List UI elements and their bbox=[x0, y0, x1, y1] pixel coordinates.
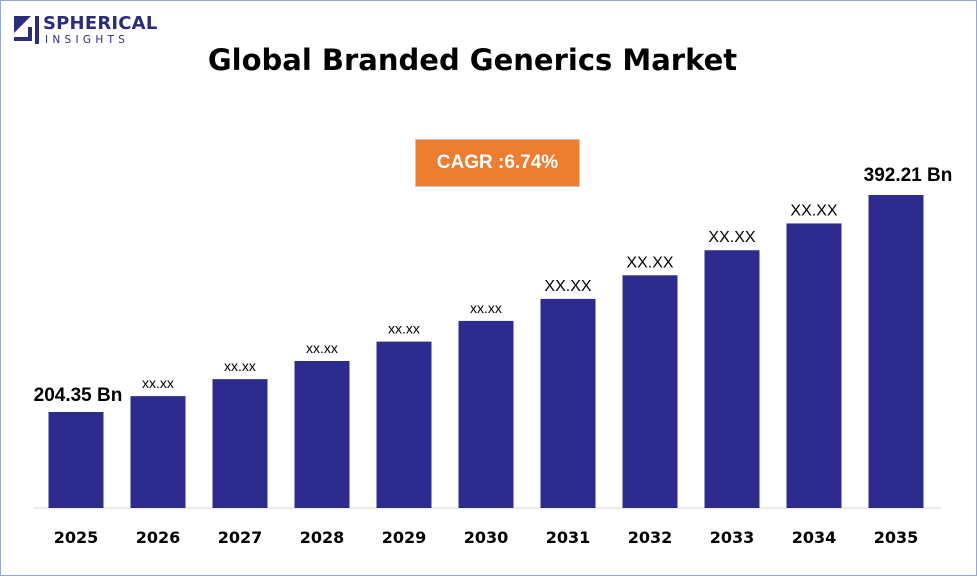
x-tick-label-2030: 2030 bbox=[464, 528, 509, 547]
bar-2029 bbox=[376, 341, 432, 508]
bar-2030 bbox=[458, 320, 514, 508]
bar-2032 bbox=[622, 275, 678, 508]
bar-2028 bbox=[294, 361, 350, 508]
bar-2035 bbox=[868, 195, 924, 508]
x-tick-label-2034: 2034 bbox=[792, 528, 837, 547]
x-tick-label-2026: 2026 bbox=[136, 528, 181, 547]
bar-2033 bbox=[704, 250, 760, 508]
x-tick-label-2035: 2035 bbox=[874, 528, 919, 547]
chart-title: Global Branded Generics Market bbox=[207, 43, 738, 77]
bar-2026 bbox=[130, 396, 186, 508]
bar-2025 bbox=[48, 412, 104, 508]
bar-2034 bbox=[786, 223, 842, 508]
data-label-2034: XX.XX bbox=[790, 202, 837, 219]
x-tick-label-2029: 2029 bbox=[382, 528, 427, 547]
data-label-2035: 392.21 Bn bbox=[864, 165, 953, 186]
data-label-2028: xx.xx bbox=[306, 340, 338, 356]
data-label-2030: xx.xx bbox=[470, 300, 502, 316]
data-label-2031: XX.XX bbox=[544, 278, 591, 295]
x-tick-label-2033: 2033 bbox=[710, 528, 755, 547]
brand-name: SPHERICAL bbox=[43, 13, 158, 34]
x-tick-label-2032: 2032 bbox=[628, 528, 673, 547]
data-label-2032: XX.XX bbox=[626, 254, 673, 271]
data-label-2027: xx.xx bbox=[224, 358, 256, 374]
data-label-2029: xx.xx bbox=[388, 321, 420, 337]
data-label-2026: xx.xx bbox=[142, 375, 174, 391]
x-tick-label-2025: 2025 bbox=[54, 528, 99, 547]
brand-logo: SPHERICAL INSIGHTS bbox=[11, 13, 157, 47]
x-tick-label-2027: 2027 bbox=[218, 528, 263, 547]
bar-2027 bbox=[212, 379, 268, 508]
x-tick-label-2031: 2031 bbox=[546, 528, 591, 547]
brand-subname: INSIGHTS bbox=[45, 34, 130, 46]
cagr-badge: CAGR :6.74% bbox=[415, 139, 580, 187]
x-tick-label-2028: 2028 bbox=[300, 528, 345, 547]
data-label-2033: XX.XX bbox=[708, 229, 755, 246]
data-label-2025: 204.35 Bn bbox=[34, 385, 123, 406]
bar-2031 bbox=[540, 298, 596, 508]
logo-mark-icon bbox=[14, 16, 39, 44]
